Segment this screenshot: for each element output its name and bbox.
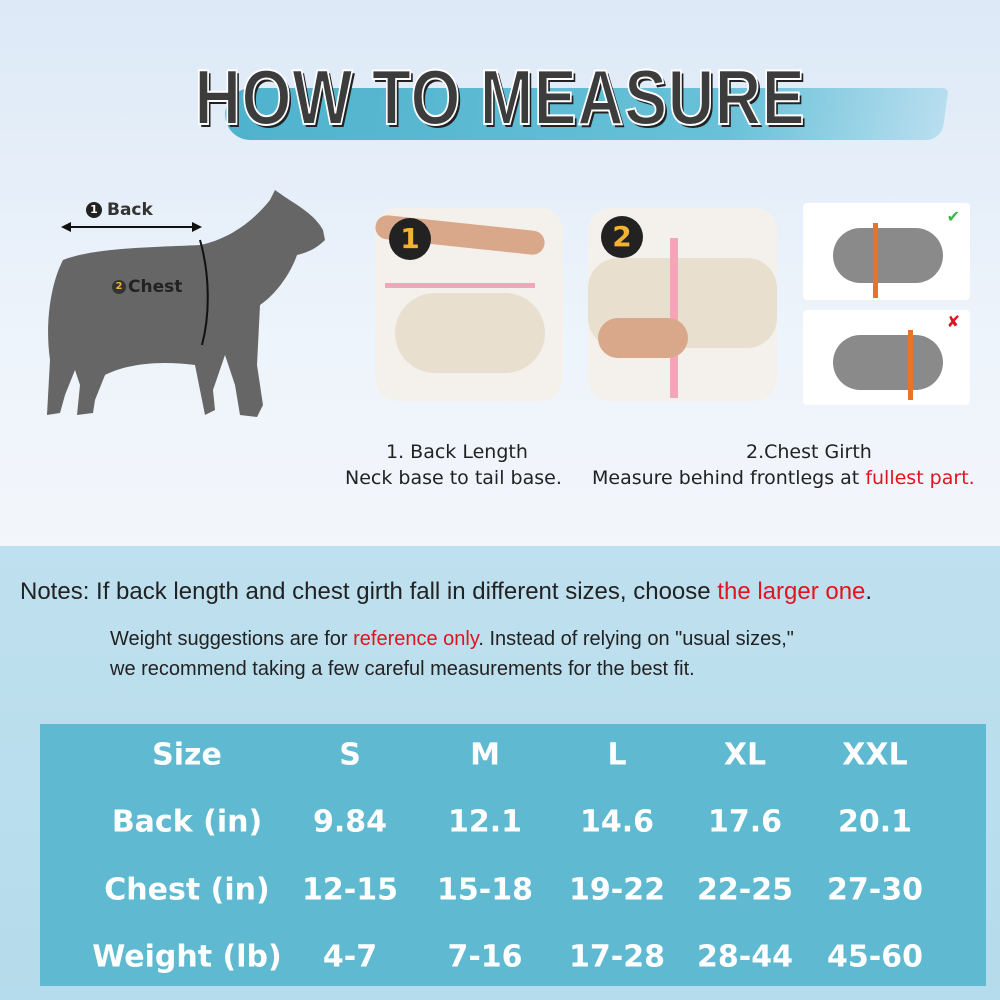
chest-label: Chest [128,277,183,297]
table-cell: 4-7 [322,939,378,975]
size-chart-table: Size S M L XL XXL Back (in) 9.84 12.1 14.6 17.6 20.… [40,724,986,986]
notes-line-2: Weight suggestions are for reference onl… [110,628,794,650]
dog-silhouette-icon [47,190,325,417]
notes-line-3: we recommend taking a few careful measur… [110,658,695,680]
notes-label: Notes: [20,578,90,605]
check-icon: ✔ [946,207,960,226]
chest-girth-desc: Measure behind frontlegs at fullest part… [592,467,975,489]
size-column-label: Size [152,737,222,773]
size-header: M [470,737,500,773]
size-header: XXL [842,737,908,773]
table-cell: 22-25 [697,872,793,908]
table-cell: 12.1 [447,804,523,840]
row-label: Weight (lb) [92,939,282,975]
table-cell: 15-18 [437,872,533,908]
row-label: Back (in) [111,804,263,840]
incorrect-fit-photo: ✘ [803,310,970,405]
chest-highlight: fullest part. [865,467,975,489]
table-cell: 45-60 [827,939,923,975]
table-cell: 27-30 [827,872,923,908]
back-length-title: 1. Back Length [386,441,528,463]
notes-line-1: Notes: If back length and chest girth fa… [20,578,873,605]
cross-icon: ✘ [946,312,960,331]
step-2-badge: 2 [601,216,643,258]
table-cell: 17-28 [569,939,665,975]
notes-highlight-1: the larger one [717,578,866,605]
step-1-badge: 1 [389,218,431,260]
size-header: XL [723,737,767,773]
back-label: Back [107,200,153,220]
size-header: L [607,737,627,773]
back-length-desc: Neck base to tail base. [345,467,562,489]
table-cell: 19-22 [569,872,665,908]
table-cell: 7-16 [447,939,523,975]
table-cell: 12-15 [302,872,398,908]
page-title: HOW TO MEASURE [194,52,806,142]
size-header: S [339,737,361,773]
row-label: Chest (in) [104,872,270,908]
table-cell: 20.1 [837,804,913,840]
back-number-badge: 1 [86,202,102,218]
table-cell: 14.6 [579,804,655,840]
notes-highlight-2: reference only [353,628,479,650]
chest-girth-title: 2.Chest Girth [746,441,872,463]
table-cell: 9.84 [312,804,388,840]
correct-fit-photo: ✔ [803,203,970,300]
chest-measure-photo [588,208,777,401]
chest-number-badge: 2 [112,280,126,294]
table-cell: 17.6 [707,804,783,840]
table-cell: 28-44 [697,939,793,975]
